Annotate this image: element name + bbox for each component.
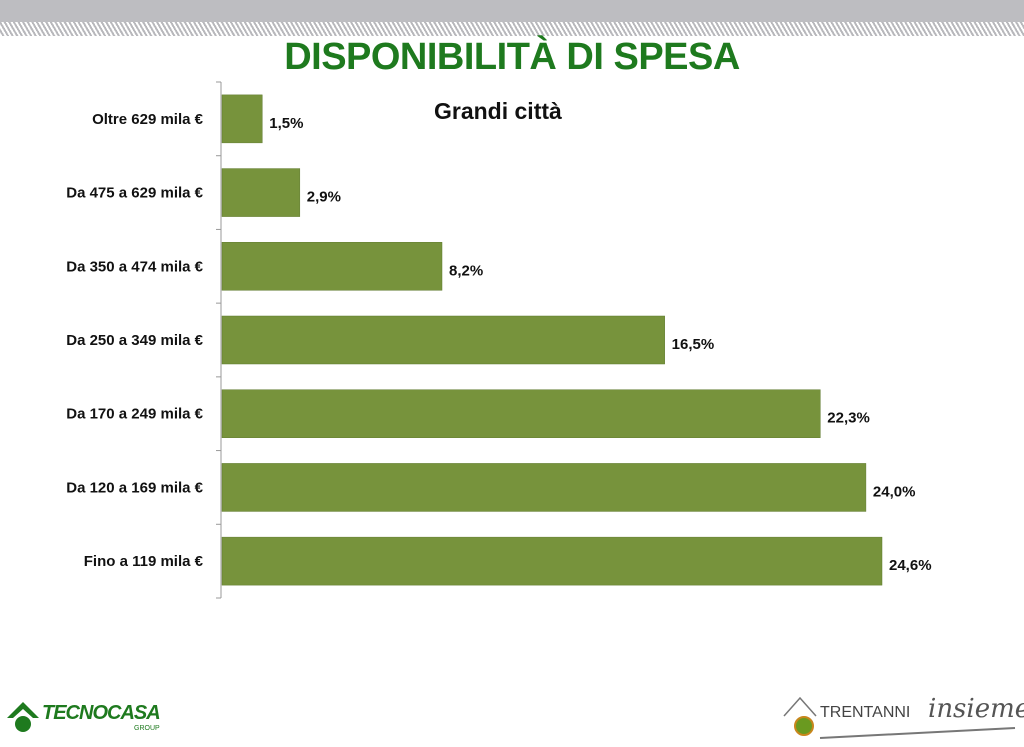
- logo-script-text: insieme: [928, 694, 1024, 724]
- tecnocasa-logo: TECNOCASA GROUP: [6, 700, 161, 734]
- bar: [221, 389, 821, 438]
- house-icon: [7, 702, 39, 732]
- page-title: DISPONIBILITÀ DI SPESA: [284, 36, 740, 78]
- category-label: Fino a 119 mila €: [84, 553, 204, 570]
- bar: [221, 463, 867, 512]
- bar: [221, 168, 301, 217]
- bar: [221, 536, 883, 586]
- trentanni-logo: TRENTANNI insieme: [780, 694, 1024, 744]
- bar: [221, 242, 443, 291]
- logo-text: TECNOCASA: [42, 701, 161, 724]
- data-label: 8,2%: [449, 262, 483, 279]
- bar: [221, 94, 263, 144]
- data-label: 24,0%: [873, 483, 916, 500]
- category-label: Da 350 a 474 mila €: [66, 258, 203, 275]
- category-label: Da 170 a 249 mila €: [66, 406, 203, 423]
- category-label: Da 120 a 169 mila €: [66, 479, 203, 496]
- bar: [221, 315, 665, 365]
- hatch-stripe: [0, 22, 1024, 36]
- category-label: Da 250 a 349 mila €: [66, 332, 203, 349]
- category-label: Oltre 629 mila €: [92, 111, 204, 128]
- data-label: 22,3%: [827, 410, 870, 427]
- logo-text-group: TECNOCASA GROUP: [42, 701, 161, 733]
- data-label: 24,6%: [889, 557, 932, 574]
- data-label: 1,5%: [269, 115, 303, 132]
- category-label: Da 475 a 629 mila €: [66, 185, 203, 202]
- logo-text: TRENTANNI: [820, 704, 911, 721]
- logo-subtext: GROUP: [134, 724, 160, 732]
- data-label: 2,9%: [307, 189, 341, 206]
- chart-title: Grandi città: [434, 98, 562, 124]
- anniversary-icon: [783, 696, 1016, 739]
- top-banner: [0, 0, 1024, 22]
- data-label: 16,5%: [672, 336, 715, 353]
